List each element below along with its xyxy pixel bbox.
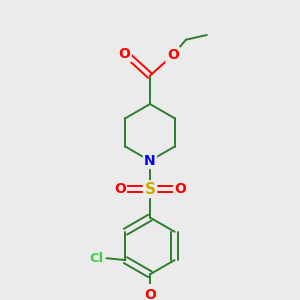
- Text: O: O: [118, 47, 130, 61]
- Text: O: O: [174, 182, 186, 196]
- Text: O: O: [144, 288, 156, 300]
- Text: N: N: [144, 154, 156, 168]
- Text: O: O: [114, 182, 126, 196]
- Text: O: O: [167, 48, 178, 62]
- Text: S: S: [145, 182, 155, 197]
- Text: Cl: Cl: [89, 252, 103, 265]
